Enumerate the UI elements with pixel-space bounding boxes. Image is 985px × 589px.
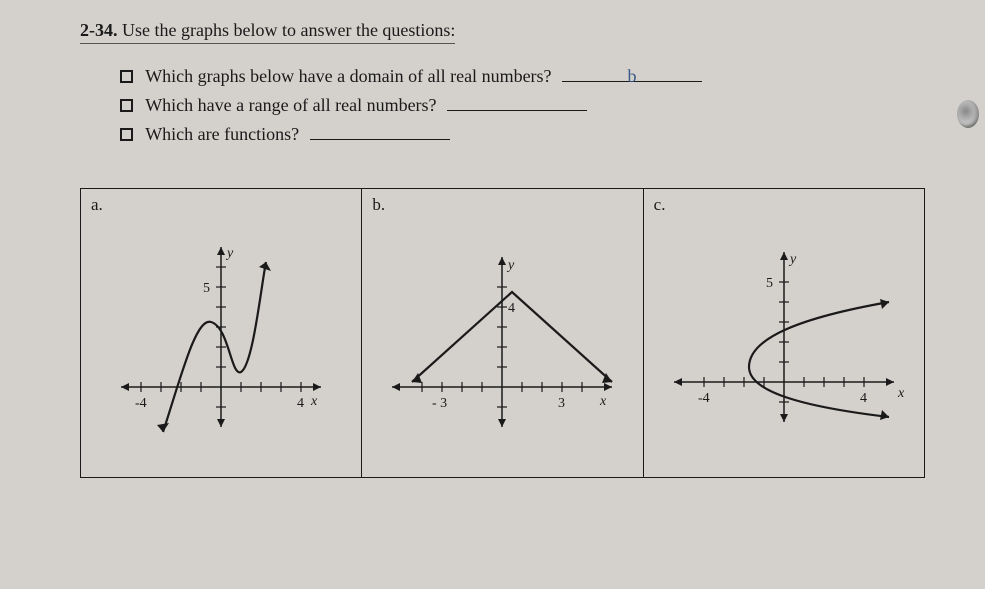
question-text: Which are functions? [145, 124, 299, 144]
graph-cell-c: c. -4 4 [644, 189, 924, 477]
cell-label: a. [91, 195, 103, 215]
x-neg-tick: -4 [135, 396, 147, 411]
y-axis-label: y [506, 258, 515, 273]
graph-cell-b: b. [362, 189, 643, 477]
checkbox-icon [120, 99, 133, 112]
checkbox-icon [120, 128, 133, 141]
graph-a: -4 4 5 y x [101, 227, 341, 447]
question-1: Which graphs below have a domain of all … [120, 62, 925, 91]
question-text: Which graphs below have a domain of all … [145, 66, 551, 86]
graph-cell-a: a. [81, 189, 362, 477]
y-tick: 4 [508, 301, 515, 316]
x-pos-tick: 4 [297, 396, 304, 411]
y-axis-label: y [788, 252, 797, 267]
answer-blank[interactable] [447, 91, 587, 111]
graph-b: - 3 3 4 y x [372, 227, 632, 447]
cell-label: b. [372, 195, 385, 215]
question-list: Which graphs below have a domain of all … [120, 62, 925, 148]
prompt-line: 2-34. Use the graphs below to answer the… [80, 20, 925, 62]
page-spiral-binding [957, 100, 979, 128]
worksheet-page: 2-34. Use the graphs below to answer the… [0, 0, 985, 498]
x-pos-tick: 3 [558, 396, 565, 411]
answer-blank[interactable] [310, 120, 450, 140]
answer-blank[interactable]: b [562, 62, 702, 82]
x-pos-tick: 4 [860, 391, 867, 406]
graph-c: -4 4 5 y x [654, 227, 914, 447]
question-3: Which are functions? [120, 120, 925, 149]
prompt-text: Use the graphs below to answer the quest… [122, 20, 455, 40]
checkbox-icon [120, 70, 133, 83]
x-axis-label: x [310, 394, 318, 409]
y-tick: 5 [203, 281, 210, 296]
x-axis-label: x [897, 386, 905, 401]
prompt-number: 2-34. [80, 20, 118, 40]
question-text: Which have a range of all real numbers? [145, 95, 436, 115]
x-neg-tick: -4 [698, 391, 710, 406]
y-tick: 5 [766, 276, 773, 291]
question-2: Which have a range of all real numbers? [120, 91, 925, 120]
cell-label: c. [654, 195, 666, 215]
x-neg-tick: - 3 [432, 396, 447, 411]
x-axis-label: x [599, 394, 607, 409]
y-axis-label: y [225, 246, 234, 261]
graph-panels: a. [80, 188, 925, 478]
